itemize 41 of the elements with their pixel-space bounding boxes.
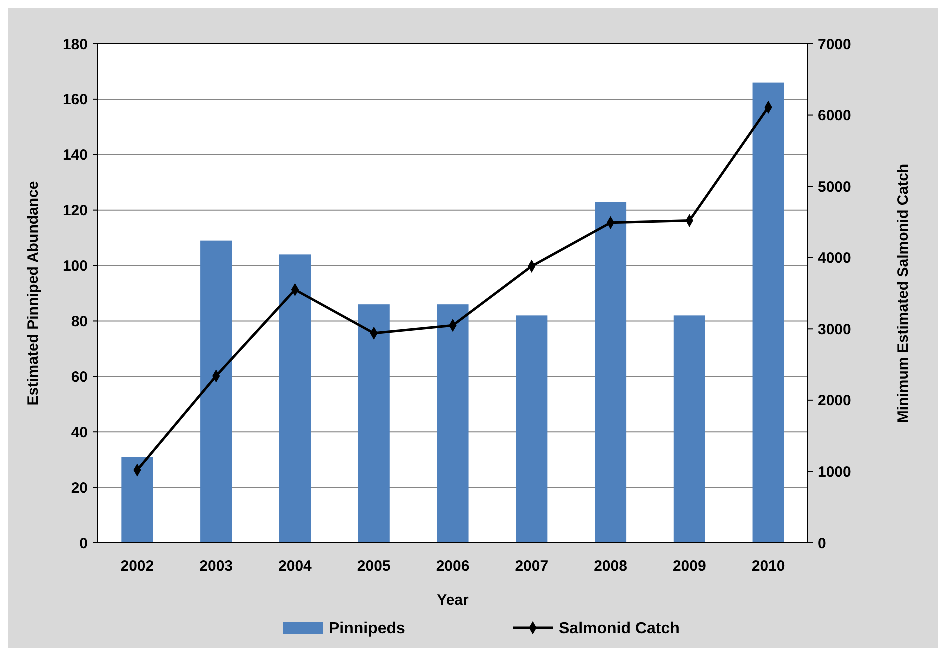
bar — [358, 304, 390, 543]
bar — [437, 304, 469, 543]
y2-tick-label: 4000 — [818, 250, 852, 268]
bar — [674, 316, 706, 543]
x-axis-title: Year — [437, 592, 470, 609]
y-tick-label: 40 — [71, 424, 88, 442]
y-tick-label: 100 — [62, 258, 88, 276]
y-tick-label: 120 — [62, 202, 88, 220]
bar — [752, 82, 784, 543]
y-tick-label: 180 — [62, 36, 88, 54]
x-tick-label: 2007 — [515, 558, 549, 575]
x-tick-label: 2009 — [672, 558, 706, 575]
bar — [122, 457, 154, 543]
y2-axis-title: Minimum Estimated Salmonid Catch — [895, 164, 912, 424]
y-axis-title: Estimated Pinniped Abundance — [25, 181, 42, 406]
x-tick-label: 2008 — [594, 558, 628, 575]
y-tick-label: 160 — [62, 92, 88, 109]
x-tick-label: 2005 — [357, 558, 391, 575]
x-tick-label: 2004 — [278, 558, 313, 575]
legend-label: Pinnipeds — [329, 620, 406, 638]
bar — [595, 202, 627, 543]
y2-tick-label: 0 — [818, 535, 826, 552]
bar — [200, 240, 232, 543]
y-tick-label: 140 — [62, 147, 88, 164]
x-tick-label: 2010 — [752, 558, 786, 575]
legend-label: Salmonid Catch — [559, 620, 680, 638]
y2-tick-label: 5000 — [818, 178, 852, 196]
y-tick-label: 60 — [71, 368, 88, 386]
y2-tick-label: 7000 — [818, 36, 852, 54]
bar — [279, 254, 311, 543]
x-tick-label: 2003 — [200, 558, 234, 575]
x-tick-label: 2002 — [120, 558, 154, 575]
bar — [516, 316, 548, 543]
y-tick-label: 0 — [80, 535, 88, 552]
y-tick-label: 80 — [71, 313, 88, 330]
y2-tick-label: 2000 — [818, 392, 852, 410]
y2-tick-label: 1000 — [818, 464, 852, 481]
x-tick-label: 2006 — [436, 558, 470, 575]
y2-tick-label: 3000 — [818, 321, 852, 338]
y2-tick-label: 6000 — [818, 108, 852, 125]
y-tick-label: 20 — [71, 480, 88, 497]
